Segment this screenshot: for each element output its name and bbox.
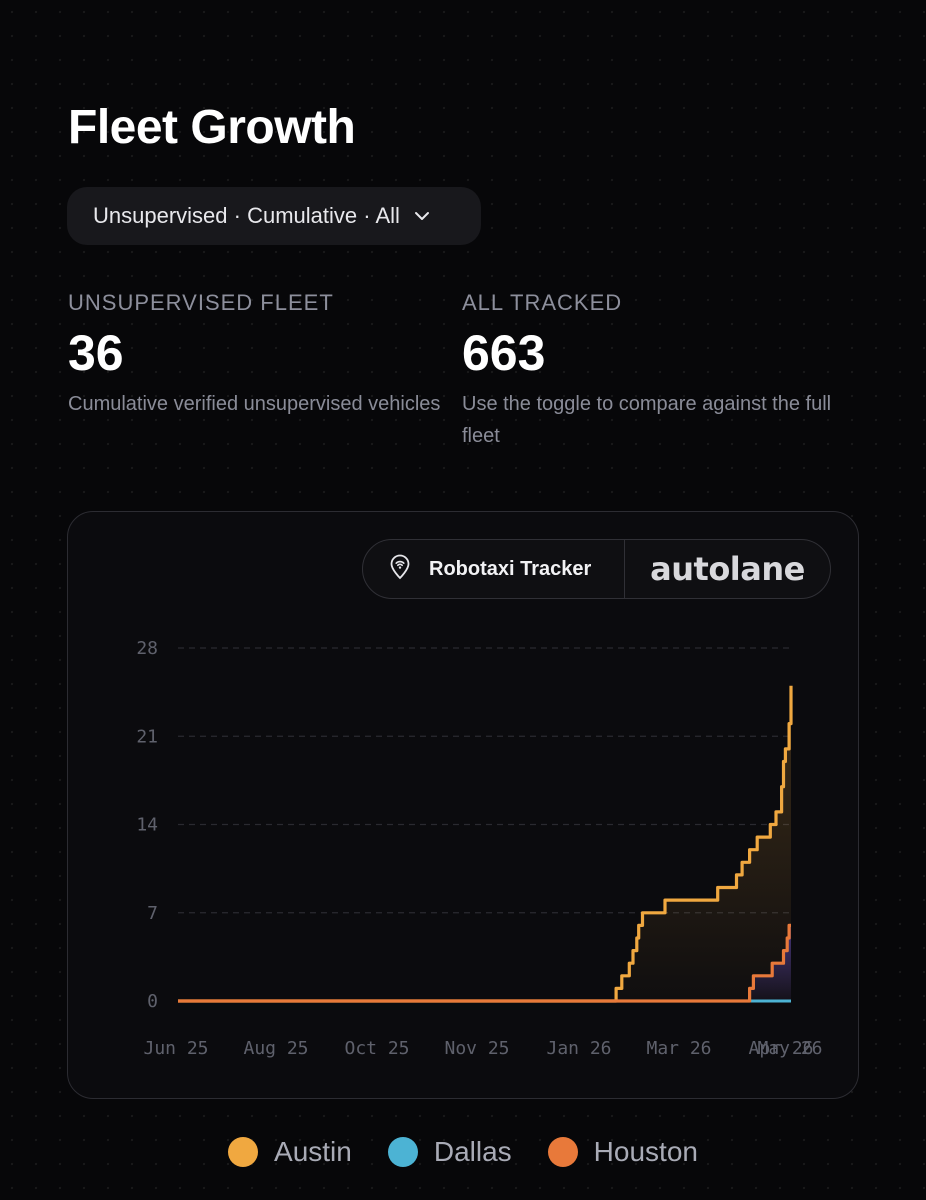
legend-item-austin[interactable]: Austin [228,1136,352,1168]
line-austin [178,685,793,1003]
brand-badge: Robotaxi Tracker autolane [362,539,831,599]
stat-description: Use the toggle to compare against the fu… [462,393,832,447]
x-tick-label: Aug 25 [243,1038,308,1059]
x-tick-label: Mar 26 [646,1038,711,1059]
stat-label: ALL TRACKED [462,290,623,315]
stat-label: UNSUPERVISED FLEET [68,290,334,315]
x-tick-label: Nov 25 [444,1038,509,1059]
chart-legend: Austin Dallas Houston [0,1136,926,1168]
x-tick-label: May 26 [757,1038,822,1059]
autolane-logo[interactable]: autolane [625,540,830,598]
y-tick-label: 14 [136,815,158,836]
fleet-growth-chart: 0 7 14 21 28 Jun 25 Aug 25 Oct 25 Nov 25 Jan 26 Ma… [136,638,822,1059]
stat-value: 36 [68,325,124,381]
autolane-logo-text: autolane [650,550,805,588]
page-title: Fleet Growth [68,101,356,154]
chart-filter-dropdown[interactable]: Unsupervised · Cumulative · All [67,187,481,245]
x-tick-label: Oct 25 [344,1038,409,1059]
location-pin-icon [389,554,411,585]
robotaxi-tracker-link[interactable]: Robotaxi Tracker [363,540,625,598]
y-tick-label: 7 [147,903,158,924]
legend-item-dallas[interactable]: Dallas [387,1136,512,1168]
stat-all-tracked: ALL TRACKED 663 Use the toggle to compar… [462,290,842,452]
line-houston [178,923,791,1003]
legend-label: Austin [274,1136,352,1167]
legend-dot-houston [547,1137,578,1167]
legend-dot-dallas [387,1137,418,1167]
filter-label: Unsupervised · Cumulative · All [93,203,400,228]
chart-card: Robotaxi Tracker autolane 0 7 14 21 28 Jun 25… [67,511,859,1099]
x-tick-label: Apr 26 [748,1038,813,1059]
stat-description: Cumulative verified unsupervised vehicle… [68,393,441,415]
y-tick-label: 28 [136,638,158,659]
legend-item-houston[interactable]: Houston [547,1136,698,1168]
stat-unsupervised-fleet: UNSUPERVISED FLEET 36 Cumulative verifie… [68,290,448,420]
y-tick-label: 0 [147,991,158,1012]
area-austin [178,685,791,1001]
stat-value: 663 [462,325,546,381]
x-tick-label: Jun 25 [143,1038,208,1059]
legend-dot-austin [228,1137,259,1167]
chevron-down-icon [414,211,430,221]
tracker-label: Robotaxi Tracker [429,557,592,580]
x-tick-label: Jan 26 [546,1038,611,1059]
y-tick-label: 21 [136,726,158,747]
legend-label: Dallas [433,1136,512,1167]
legend-label: Houston [593,1136,698,1167]
